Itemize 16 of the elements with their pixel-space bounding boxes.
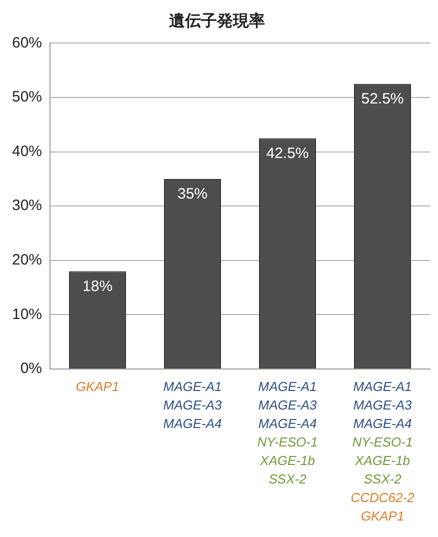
data-label: 35% — [178, 186, 208, 203]
data-label: 52.5% — [361, 90, 404, 108]
y-tick-label: 0% — [20, 360, 42, 378]
y-tick-label: 40% — [12, 142, 42, 160]
y-tick-label: 30% — [12, 197, 42, 214]
x-tick-label: MAGE-A1 MAGE-A3 MAGE-A4 — [163, 379, 223, 432]
y-tick-label: 20% — [12, 252, 42, 269]
y-tick-label: 60% — [12, 34, 42, 52]
x-tick-label: GKAP1 — [76, 379, 120, 394]
data-label: 42.5% — [266, 144, 309, 162]
x-tick-label: MAGE-A1 MAGE-A3 MAGE-A4 NY-ESO-1 XAGE-1b SSX-2 — [257, 379, 318, 487]
data-label: 18% — [82, 278, 113, 295]
y-tick-label: 10% — [12, 306, 42, 323]
chart-title: 遺伝子発現率 — [169, 11, 265, 30]
x-tick-label: MAGE-A1 MAGE-A3 MAGE-A4 NY-ESO-1 XAGE-1b SSX-2 CCDC62-2 GKAP1 — [350, 379, 416, 524]
y-tick-label: 50% — [12, 88, 42, 106]
